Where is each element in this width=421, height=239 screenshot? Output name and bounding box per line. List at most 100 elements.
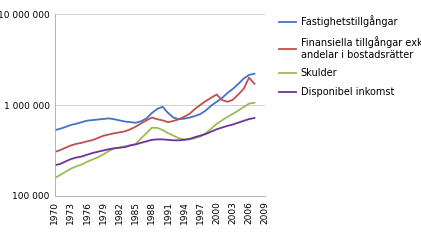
Disponibel inkomst — [247, 118, 252, 120]
Legend: Fastighetstillgångar, Finansiella tillgångar exkl.
andelar i bostadsrätter, Skul: Fastighetstillgångar, Finansiella tillgå… — [279, 16, 421, 97]
Skulder — [90, 158, 95, 161]
Finansiella tillgångar exkl.
andelar i bostadsrätter — [247, 76, 252, 79]
Fastighetstillgångar — [247, 74, 252, 76]
Skulder — [63, 170, 68, 173]
Disponibel inkomst — [85, 153, 90, 156]
Disponibel inkomst — [112, 147, 117, 150]
Skulder — [236, 109, 241, 112]
Finansiella tillgångar exkl.
andelar i bostadsrätter — [68, 144, 73, 147]
Finansiella tillgångar exkl.
andelar i bostadsrätter — [187, 112, 192, 115]
Skulder — [225, 115, 230, 118]
Fastighetstillgångar — [171, 116, 176, 119]
Finansiella tillgångar exkl.
andelar i bostadsrätter — [214, 93, 219, 96]
Skulder — [58, 174, 63, 176]
Skulder — [68, 167, 73, 170]
Finansiella tillgångar exkl.
andelar i bostadsrätter — [133, 125, 138, 128]
Finansiella tillgångar exkl.
andelar i bostadsrätter — [106, 133, 111, 136]
Fastighetstillgångar — [123, 120, 128, 123]
Line: Finansiella tillgångar exkl.
andelar i bostadsrätter: Finansiella tillgångar exkl. andelar i b… — [55, 78, 254, 152]
Disponibel inkomst — [192, 136, 197, 139]
Fastighetstillgångar — [176, 118, 181, 121]
Skulder — [187, 138, 192, 141]
Finansiella tillgångar exkl.
andelar i bostadsrätter — [192, 108, 197, 110]
Disponibel inkomst — [123, 146, 128, 149]
Skulder — [176, 137, 181, 140]
Disponibel inkomst — [155, 138, 160, 141]
Disponibel inkomst — [241, 120, 246, 122]
Skulder — [139, 137, 144, 140]
Disponibel inkomst — [68, 158, 73, 161]
Finansiella tillgångar exkl.
andelar i bostadsrätter — [123, 130, 128, 133]
Skulder — [230, 112, 235, 115]
Finansiella tillgångar exkl.
andelar i bostadsrätter — [58, 149, 63, 152]
Skulder — [203, 132, 208, 135]
Disponibel inkomst — [58, 163, 63, 165]
Disponibel inkomst — [165, 138, 171, 141]
Disponibel inkomst — [90, 152, 95, 154]
Fastighetstillgångar — [128, 121, 133, 124]
Skulder — [117, 146, 122, 149]
Fastighetstillgångar — [85, 119, 90, 122]
Finansiella tillgångar exkl.
andelar i bostadsrätter — [101, 134, 106, 137]
Skulder — [241, 106, 246, 109]
Fastighetstillgångar — [192, 114, 197, 117]
Finansiella tillgångar exkl.
andelar i bostadsrätter — [182, 115, 187, 118]
Skulder — [79, 163, 84, 166]
Fastighetstillgångar — [219, 97, 224, 99]
Skulder — [133, 143, 138, 146]
Finansiella tillgångar exkl.
andelar i bostadsrätter — [209, 96, 214, 99]
Skulder — [101, 153, 106, 156]
Fastighetstillgångar — [144, 117, 149, 120]
Line: Disponibel inkomst: Disponibel inkomst — [55, 118, 254, 165]
Finansiella tillgångar exkl.
andelar i bostadsrätter — [52, 151, 57, 153]
Disponibel inkomst — [63, 160, 68, 163]
Fastighetstillgångar — [209, 104, 214, 107]
Fastighetstillgångar — [52, 129, 57, 132]
Fastighetstillgångar — [96, 118, 101, 121]
Finansiella tillgångar exkl.
andelar i bostadsrätter — [176, 118, 181, 121]
Line: Fastighetstillgångar: Fastighetstillgångar — [55, 74, 254, 130]
Fastighetstillgångar — [139, 120, 144, 123]
Fastighetstillgångar — [198, 113, 203, 115]
Fastighetstillgångar — [79, 121, 84, 124]
Finansiella tillgångar exkl.
andelar i bostadsrätter — [63, 146, 68, 149]
Finansiella tillgångar exkl.
andelar i bostadsrätter — [241, 87, 246, 90]
Disponibel inkomst — [96, 150, 101, 153]
Disponibel inkomst — [79, 155, 84, 158]
Skulder — [192, 137, 197, 140]
Fastighetstillgångar — [230, 87, 235, 90]
Skulder — [144, 132, 149, 135]
Skulder — [74, 165, 79, 168]
Fastighetstillgångar — [182, 117, 187, 120]
Fastighetstillgångar — [63, 125, 68, 128]
Fastighetstillgångar — [214, 100, 219, 103]
Fastighetstillgångar — [90, 119, 95, 121]
Disponibel inkomst — [252, 117, 257, 120]
Finansiella tillgångar exkl.
andelar i bostadsrätter — [139, 122, 144, 125]
Finansiella tillgångar exkl.
andelar i bostadsrätter — [225, 100, 230, 103]
Disponibel inkomst — [171, 139, 176, 142]
Disponibel inkomst — [160, 138, 165, 141]
Skulder — [252, 101, 257, 104]
Skulder — [171, 134, 176, 137]
Finansiella tillgångar exkl.
andelar i bostadsrätter — [203, 100, 208, 103]
Fastighetstillgångar — [68, 124, 73, 126]
Disponibel inkomst — [214, 128, 219, 131]
Fastighetstillgångar — [101, 118, 106, 120]
Skulder — [106, 150, 111, 152]
Skulder — [182, 138, 187, 141]
Finansiella tillgångar exkl.
andelar i bostadsrätter — [230, 98, 235, 101]
Finansiella tillgångar exkl.
andelar i bostadsrätter — [171, 120, 176, 122]
Skulder — [123, 145, 128, 148]
Finansiella tillgångar exkl.
andelar i bostadsrätter — [149, 116, 155, 119]
Fastighetstillgångar — [74, 122, 79, 125]
Disponibel inkomst — [198, 134, 203, 137]
Disponibel inkomst — [106, 148, 111, 151]
Finansiella tillgångar exkl.
andelar i bostadsrätter — [79, 141, 84, 144]
Finansiella tillgångar exkl.
andelar i bostadsrätter — [74, 142, 79, 145]
Disponibel inkomst — [182, 138, 187, 141]
Skulder — [149, 126, 155, 129]
Disponibel inkomst — [203, 132, 208, 135]
Fastighetstillgångar — [155, 108, 160, 110]
Fastighetstillgångar — [149, 112, 155, 114]
